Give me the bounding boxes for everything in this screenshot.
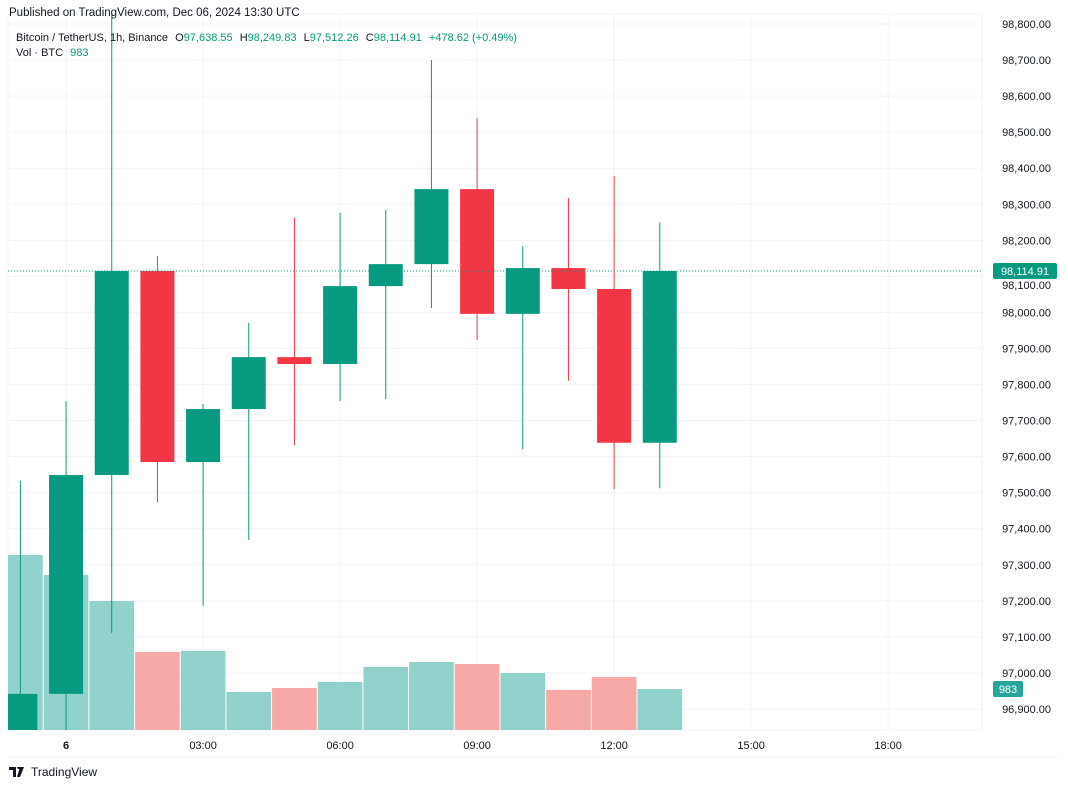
candle-body bbox=[597, 288, 632, 443]
price-axis-label: 97,700.00 bbox=[1002, 416, 1051, 428]
change-value: +478.62 (+0.49%) bbox=[428, 32, 517, 44]
price-axis-label: 97,400.00 bbox=[1002, 524, 1051, 536]
time-axis-label: 6 bbox=[63, 740, 69, 752]
price-axis-label: 96,900.00 bbox=[1002, 704, 1051, 716]
price-axis-label: 97,300.00 bbox=[1002, 560, 1051, 572]
high-value: H98,249.83 bbox=[239, 32, 297, 44]
price-axis-label: 98,000.00 bbox=[1002, 307, 1051, 319]
tradingview-logo[interactable]: TradingView bbox=[9, 765, 97, 779]
price-axis-label: 97,200.00 bbox=[1002, 596, 1051, 608]
volume-label[interactable]: Vol · BTC bbox=[16, 47, 64, 59]
candle-body bbox=[551, 268, 586, 289]
last-volume-badge bbox=[993, 681, 1023, 697]
candle-body bbox=[8, 693, 38, 730]
volume-bar bbox=[454, 664, 500, 730]
candle-body bbox=[231, 357, 266, 410]
volume-bar bbox=[546, 690, 591, 730]
brand-name: TradingView bbox=[31, 765, 98, 779]
last-price-label: 98,114.91 bbox=[1001, 266, 1049, 278]
time-axis-label: 03:00 bbox=[189, 740, 217, 752]
price-axis-label: 97,600.00 bbox=[1002, 452, 1051, 464]
published-caption: Published on TradingView.com, Dec 06, 20… bbox=[9, 7, 300, 19]
candle-body bbox=[414, 189, 449, 265]
price-axis-label: 98,400.00 bbox=[1002, 163, 1051, 175]
volume-bar bbox=[591, 676, 637, 730]
volume-bar bbox=[226, 692, 272, 730]
time-axis-label: 09:00 bbox=[463, 740, 491, 752]
price-axis-label: 98,800.00 bbox=[1002, 19, 1051, 31]
time-axis-label: 18:00 bbox=[874, 740, 902, 752]
price-axis-label: 98,300.00 bbox=[1002, 199, 1051, 211]
candle-body bbox=[186, 409, 221, 463]
volume-bar bbox=[272, 687, 317, 730]
candle-body bbox=[505, 268, 540, 314]
last-price-badge bbox=[993, 262, 1057, 279]
volume-bar bbox=[363, 667, 409, 730]
volume-bar bbox=[500, 672, 546, 730]
volume-bar bbox=[637, 689, 683, 730]
last-volume-label: 983 bbox=[999, 684, 1017, 696]
price-axis-label: 97,900.00 bbox=[1002, 343, 1051, 355]
price-axis-label: 97,500.00 bbox=[1002, 488, 1051, 500]
time-axis-label: 12:00 bbox=[600, 740, 628, 752]
candle-body bbox=[94, 270, 129, 476]
price-axis-label: 98,100.00 bbox=[1002, 280, 1051, 292]
candle-body bbox=[642, 270, 677, 443]
price-axis-label: 98,600.00 bbox=[1002, 91, 1051, 103]
price-axis-label: 97,800.00 bbox=[1002, 380, 1051, 392]
candle-body bbox=[460, 189, 495, 314]
price-axis-label: 98,700.00 bbox=[1002, 55, 1051, 67]
open-value: O97,638.55 bbox=[175, 32, 233, 44]
volume-value: 983 bbox=[70, 47, 89, 59]
time-axis-label: 15:00 bbox=[737, 740, 765, 752]
price-axis-label: 97,000.00 bbox=[1002, 668, 1051, 680]
candle-body bbox=[368, 264, 403, 287]
close-value: C98,114.91 bbox=[365, 32, 422, 44]
volume-bar bbox=[135, 652, 180, 730]
volume-bar bbox=[317, 681, 363, 730]
price-axis-label: 98,200.00 bbox=[1002, 235, 1051, 247]
candle-body bbox=[277, 357, 312, 364]
volume-bar bbox=[180, 651, 226, 730]
tradingview-logo-icon bbox=[9, 767, 24, 777]
series-group bbox=[8, 14, 982, 730]
low-value: L97,512.26 bbox=[303, 32, 359, 44]
volume-bar bbox=[409, 662, 454, 730]
price-axis-label: 98,500.00 bbox=[1002, 127, 1051, 139]
time-axis-label: 06:00 bbox=[326, 740, 354, 752]
symbol-title[interactable]: Bitcoin / TetherUS, 1h, Binance bbox=[16, 32, 169, 44]
candle-body bbox=[323, 286, 358, 364]
chart-legend: Bitcoin / TetherUS, 1h, Binance O97,638.… bbox=[16, 31, 521, 61]
candle-body bbox=[140, 270, 175, 463]
price-axis-label: 97,100.00 bbox=[1002, 632, 1051, 644]
candle-body bbox=[49, 475, 84, 694]
